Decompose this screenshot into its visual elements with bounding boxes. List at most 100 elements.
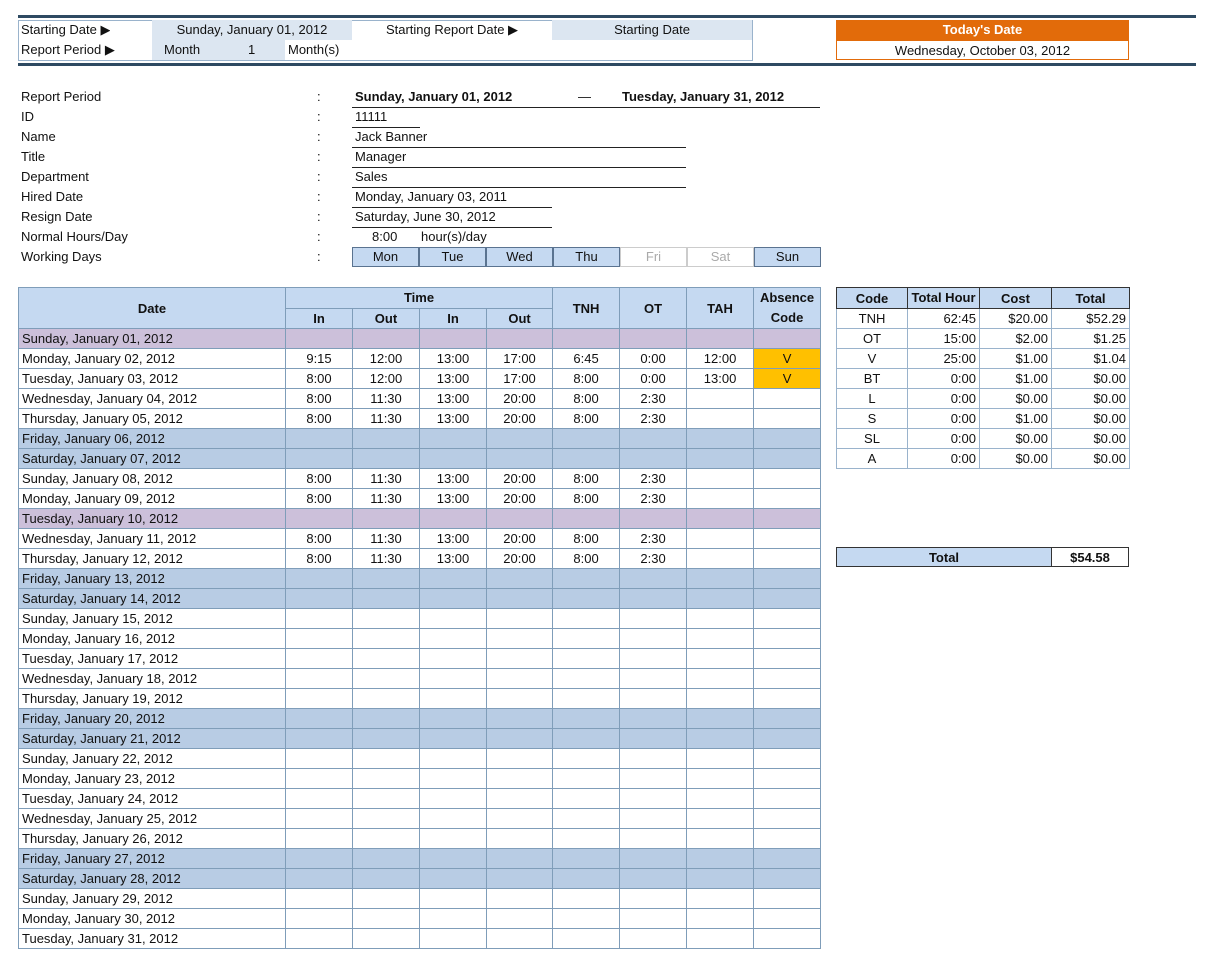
out-2-cell[interactable] bbox=[485, 328, 554, 349]
tnh-cell[interactable] bbox=[552, 828, 621, 849]
in-1-cell[interactable] bbox=[285, 888, 353, 909]
in-2-cell[interactable] bbox=[419, 928, 487, 949]
ot-cell[interactable] bbox=[619, 668, 688, 689]
absence-code-cell[interactable] bbox=[753, 428, 822, 449]
tnh-cell[interactable]: 8:00 bbox=[552, 408, 621, 429]
absence-code-cell[interactable] bbox=[753, 448, 822, 469]
tnh-cell[interactable] bbox=[552, 588, 621, 609]
ot-cell[interactable]: 2:30 bbox=[619, 408, 688, 429]
ot-cell[interactable] bbox=[619, 628, 688, 649]
out-1-cell[interactable]: 11:30 bbox=[352, 528, 420, 549]
out-1-cell[interactable] bbox=[352, 428, 420, 449]
out-1-cell[interactable]: 11:30 bbox=[352, 548, 420, 569]
out-2-cell[interactable] bbox=[485, 808, 554, 829]
in-2-cell[interactable] bbox=[419, 708, 487, 729]
tah-cell[interactable] bbox=[686, 928, 755, 949]
in-2-cell[interactable] bbox=[419, 848, 487, 869]
in-1-cell[interactable] bbox=[285, 428, 353, 449]
out-1-cell[interactable]: 11:30 bbox=[352, 468, 420, 489]
starting-date-field[interactable]: Sunday, January 01, 2012 bbox=[152, 20, 352, 40]
in-2-cell[interactable]: 13:00 bbox=[419, 408, 487, 429]
in-1-cell[interactable]: 9:15 bbox=[285, 348, 353, 369]
out-2-cell[interactable] bbox=[485, 768, 554, 789]
starting-report-date-field[interactable]: Starting Date bbox=[552, 20, 752, 40]
tnh-cell[interactable] bbox=[552, 928, 621, 949]
absence-code-cell[interactable] bbox=[753, 648, 822, 669]
absence-code-cell[interactable] bbox=[753, 748, 822, 769]
in-1-cell[interactable]: 8:00 bbox=[285, 528, 353, 549]
out-1-cell[interactable] bbox=[352, 888, 420, 909]
working-day-mon[interactable]: Mon bbox=[352, 247, 419, 267]
ot-cell[interactable]: 2:30 bbox=[619, 548, 688, 569]
in-2-cell[interactable]: 13:00 bbox=[419, 368, 487, 389]
absence-code-cell[interactable] bbox=[753, 328, 822, 349]
absence-code-cell[interactable] bbox=[753, 728, 822, 749]
absence-code-cell[interactable] bbox=[753, 408, 822, 429]
tnh-cell[interactable]: 8:00 bbox=[552, 548, 621, 569]
absence-code-cell[interactable]: V bbox=[753, 348, 822, 369]
in-2-cell[interactable] bbox=[419, 688, 487, 709]
in-1-cell[interactable] bbox=[285, 328, 353, 349]
ot-cell[interactable] bbox=[619, 908, 688, 929]
in-1-cell[interactable] bbox=[285, 748, 353, 769]
ot-cell[interactable] bbox=[619, 748, 688, 769]
out-2-cell[interactable]: 20:00 bbox=[485, 388, 554, 409]
tah-cell[interactable] bbox=[686, 708, 755, 729]
in-1-cell[interactable] bbox=[285, 628, 353, 649]
out-1-cell[interactable]: 11:30 bbox=[352, 388, 420, 409]
tah-cell[interactable] bbox=[686, 528, 755, 549]
out-1-cell[interactable] bbox=[352, 588, 420, 609]
in-1-cell[interactable] bbox=[285, 848, 353, 869]
in-1-cell[interactable] bbox=[285, 908, 353, 929]
ot-cell[interactable] bbox=[619, 728, 688, 749]
out-1-cell[interactable] bbox=[352, 868, 420, 889]
ot-cell[interactable]: 2:30 bbox=[619, 468, 688, 489]
absence-code-cell[interactable] bbox=[753, 868, 822, 889]
tah-cell[interactable] bbox=[686, 768, 755, 789]
absence-code-cell[interactable]: V bbox=[753, 368, 822, 389]
ot-cell[interactable] bbox=[619, 648, 688, 669]
in-1-cell[interactable] bbox=[285, 928, 353, 949]
in-1-cell[interactable] bbox=[285, 568, 353, 589]
out-2-cell[interactable] bbox=[485, 588, 554, 609]
tnh-cell[interactable] bbox=[552, 448, 621, 469]
out-1-cell[interactable] bbox=[352, 768, 420, 789]
tnh-cell[interactable] bbox=[552, 508, 621, 529]
absence-code-cell[interactable] bbox=[753, 528, 822, 549]
in-2-cell[interactable] bbox=[419, 888, 487, 909]
out-1-cell[interactable] bbox=[352, 328, 420, 349]
working-day-sun[interactable]: Sun bbox=[754, 247, 821, 267]
absence-code-cell[interactable] bbox=[753, 708, 822, 729]
in-2-cell[interactable] bbox=[419, 588, 487, 609]
out-2-cell[interactable] bbox=[485, 848, 554, 869]
in-2-cell[interactable]: 13:00 bbox=[419, 528, 487, 549]
tnh-cell[interactable] bbox=[552, 868, 621, 889]
tnh-cell[interactable]: 8:00 bbox=[552, 528, 621, 549]
tah-cell[interactable] bbox=[686, 588, 755, 609]
working-day-sat[interactable]: Sat bbox=[687, 247, 754, 267]
out-2-cell[interactable] bbox=[485, 568, 554, 589]
out-1-cell[interactable]: 12:00 bbox=[352, 348, 420, 369]
in-1-cell[interactable] bbox=[285, 648, 353, 669]
in-2-cell[interactable]: 13:00 bbox=[419, 348, 487, 369]
out-1-cell[interactable]: 12:00 bbox=[352, 368, 420, 389]
absence-code-cell[interactable] bbox=[753, 668, 822, 689]
tnh-cell[interactable] bbox=[552, 848, 621, 869]
out-1-cell[interactable] bbox=[352, 828, 420, 849]
out-2-cell[interactable]: 17:00 bbox=[485, 348, 554, 369]
in-2-cell[interactable] bbox=[419, 828, 487, 849]
ot-cell[interactable] bbox=[619, 928, 688, 949]
tnh-cell[interactable] bbox=[552, 568, 621, 589]
absence-code-cell[interactable] bbox=[753, 548, 822, 569]
out-1-cell[interactable] bbox=[352, 608, 420, 629]
in-1-cell[interactable] bbox=[285, 768, 353, 789]
in-2-cell[interactable] bbox=[419, 608, 487, 629]
absence-code-cell[interactable] bbox=[753, 928, 822, 949]
in-2-cell[interactable] bbox=[419, 728, 487, 749]
tah-cell[interactable] bbox=[686, 508, 755, 529]
in-2-cell[interactable] bbox=[419, 908, 487, 929]
absence-code-cell[interactable] bbox=[753, 688, 822, 709]
tah-cell[interactable] bbox=[686, 788, 755, 809]
out-2-cell[interactable] bbox=[485, 868, 554, 889]
out-1-cell[interactable] bbox=[352, 688, 420, 709]
